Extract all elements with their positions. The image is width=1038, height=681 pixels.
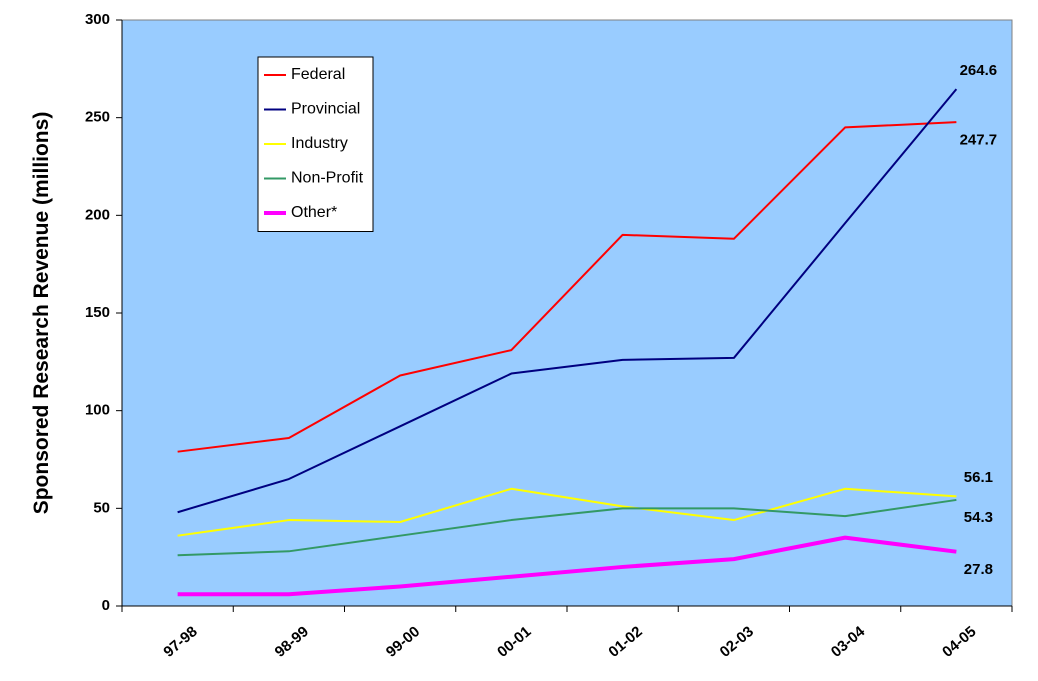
y-tick-label: 200 — [85, 206, 110, 223]
x-tick-label: 99-00 — [383, 623, 423, 661]
series-line — [177, 88, 958, 514]
value-label: 264.6 — [960, 62, 998, 79]
value-label: 54.3 — [964, 509, 993, 526]
x-tick-label: 01-02 — [605, 623, 645, 661]
series-line — [177, 535, 957, 597]
series-line — [177, 121, 957, 453]
x-tick-label: 04-05 — [939, 623, 979, 661]
legend-label: Federal — [291, 66, 345, 83]
legend-label: Non-Profit — [291, 170, 364, 187]
x-tick-label: 02-03 — [717, 623, 757, 661]
x-tick-label: 97-98 — [160, 623, 200, 661]
x-tick-label: 98-99 — [272, 623, 312, 661]
series-line — [177, 498, 957, 557]
legend: Federal Provincial Industry Non-Profit Other… — [257, 56, 374, 232]
y-tick-label: 250 — [85, 109, 110, 126]
y-tick-label: 150 — [85, 304, 110, 321]
y-tick-label: 50 — [93, 499, 110, 516]
series-line — [177, 487, 957, 537]
plot-area — [121, 19, 1013, 607]
y-tick-label: 0 — [102, 597, 110, 614]
legend-label: Industry — [291, 135, 348, 152]
value-label: 247.7 — [960, 131, 998, 148]
x-tick-label: 03-04 — [828, 623, 869, 661]
value-label: 27.8 — [964, 561, 993, 578]
value-label: 56.1 — [964, 469, 993, 486]
legend-label: Provincial — [291, 101, 360, 118]
x-tick-label: 00-01 — [494, 623, 534, 661]
y-axis-title: Sponsored Research Revenue (millions) — [30, 112, 53, 515]
y-tick-label: 300 — [85, 11, 110, 28]
y-tick-label: 100 — [85, 402, 110, 419]
legend-label: Other* — [291, 204, 337, 221]
